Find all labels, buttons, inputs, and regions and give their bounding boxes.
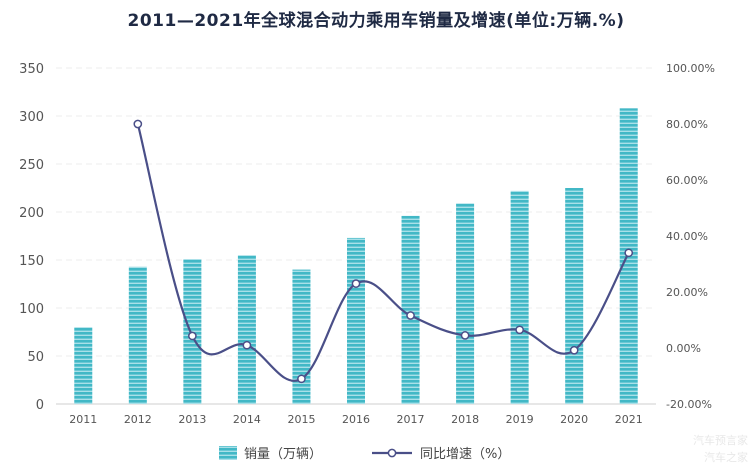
x-tick-label: 2019 bbox=[506, 413, 534, 426]
growth-point bbox=[188, 331, 197, 341]
x-tick-label: 2021 bbox=[615, 413, 643, 426]
bar bbox=[183, 259, 202, 404]
left-tick-label: 300 bbox=[19, 110, 44, 125]
legend-bar-swatch bbox=[219, 446, 237, 460]
growth-point bbox=[242, 340, 252, 350]
growth-point bbox=[133, 119, 143, 129]
growth-point bbox=[460, 331, 470, 340]
growth-point bbox=[515, 325, 524, 335]
bar bbox=[401, 215, 420, 404]
chart-title: 2011—2021年全球混合动力乘用车销量及增速(单位:万辆.%) bbox=[127, 11, 625, 31]
left-tick-label: 250 bbox=[19, 158, 44, 173]
left-tick-label: 50 bbox=[27, 350, 44, 365]
x-tick-label: 2015 bbox=[287, 413, 315, 426]
line-series bbox=[133, 119, 634, 384]
left-tick-label: 350 bbox=[19, 62, 44, 77]
bar bbox=[510, 190, 529, 404]
growth-point bbox=[569, 345, 579, 355]
right-tick-label: 60.00% bbox=[666, 174, 708, 187]
left-tick-label: 200 bbox=[19, 206, 44, 221]
bar bbox=[347, 237, 365, 404]
bar bbox=[128, 266, 147, 404]
left-tick-label: 100 bbox=[19, 302, 44, 317]
left-tick-label: 150 bbox=[19, 254, 44, 269]
watermark-line2: 汽车之家 bbox=[704, 450, 748, 464]
left-axis: 0 50 100 150 200 250 300 350 bbox=[19, 62, 44, 413]
left-tick-label: 0 bbox=[36, 398, 44, 413]
bar bbox=[292, 269, 311, 404]
x-tick-label: 2016 bbox=[342, 413, 370, 426]
watermark-line1: 汽车预言家 bbox=[693, 433, 748, 447]
growth-point bbox=[297, 374, 306, 384]
right-tick-label: 0.00% bbox=[666, 342, 701, 355]
x-tick-label: 2018 bbox=[451, 413, 479, 426]
x-tick-label: 2012 bbox=[124, 413, 152, 426]
x-tick-label: 2017 bbox=[397, 413, 425, 426]
bar bbox=[237, 255, 256, 404]
right-tick-label: 80.00% bbox=[666, 118, 708, 131]
right-tick-label: 20.00% bbox=[666, 286, 708, 299]
bar-series bbox=[74, 108, 638, 404]
x-tick-label: 2013 bbox=[178, 413, 206, 426]
bar bbox=[74, 327, 93, 404]
legend-line-label: 同比增速（%） bbox=[420, 447, 510, 462]
right-tick-label: -20.00% bbox=[666, 398, 712, 411]
legend: 销量（万辆） 同比增速（%） bbox=[219, 446, 510, 462]
x-tick-label: 2020 bbox=[560, 413, 588, 426]
growth-point bbox=[624, 248, 634, 258]
legend-line-marker bbox=[387, 448, 397, 458]
x-axis: 2011 2012 2013 2014 2015 2016 2017 2018 2019 2020… bbox=[69, 413, 642, 426]
x-tick-label: 2011 bbox=[69, 413, 97, 426]
bar bbox=[456, 203, 475, 404]
growth-line bbox=[136, 123, 630, 382]
bar bbox=[565, 188, 584, 404]
right-axis: -20.00% 0.00% 20.00% 40.00% 60.00% 80.00% 100.… bbox=[666, 62, 715, 411]
right-tick-label: 40.00% bbox=[666, 230, 708, 243]
right-tick-label: 100.00% bbox=[666, 62, 715, 75]
x-tick-label: 2014 bbox=[233, 413, 261, 426]
growth-point bbox=[406, 311, 415, 320]
growth-point bbox=[351, 279, 361, 288]
legend-bar-label: 销量（万辆） bbox=[244, 447, 322, 462]
